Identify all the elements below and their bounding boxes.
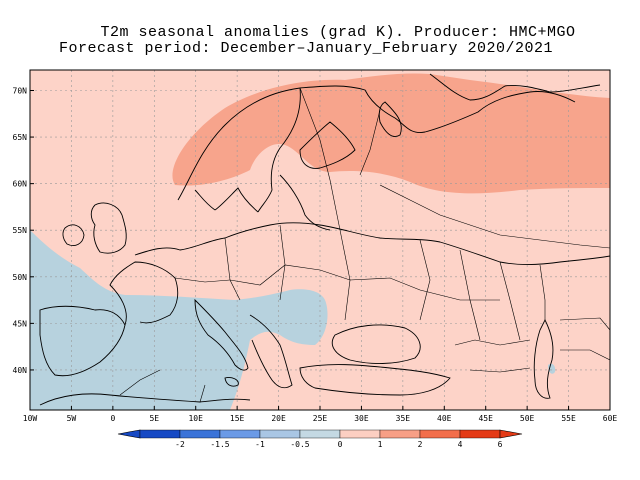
legend-label: -1 [255,440,265,449]
legend-label: -2 [175,440,185,449]
lon-label: 0 [110,414,115,423]
legend-swatch [219,429,261,439]
lat-label: 60N [13,180,28,189]
lon-label: 35E [396,414,411,423]
legend-arrow-right [499,429,523,439]
lon-label: 50E [520,414,535,423]
lon-label: 25E [313,414,328,423]
cool-area-southwest [30,230,328,410]
lat-label: 45N [13,319,28,328]
warm-band-north [172,73,610,194]
coastlines [39,73,610,406]
legend-swatch [419,429,461,439]
legend-label: -1.5 [210,440,229,449]
legend-swatch [259,429,301,439]
lon-label: 10E [188,414,203,423]
lon-label: 55E [561,414,576,423]
color-legend: -2 -1.5 -1 -0.5 0 1 2 4 6 [117,429,523,449]
anomaly-fields [30,70,610,410]
lon-label: 60E [603,414,618,423]
legend-label: 0 [338,440,343,449]
graticule [30,70,610,410]
borders [119,87,610,403]
legend-label: -0.5 [290,440,309,449]
lon-label: 30E [354,414,369,423]
lon-label: 5E [149,414,159,423]
lon-label: 15E [230,414,245,423]
lon-label: 5W [67,414,77,423]
lon-label: 40E [437,414,452,423]
lon-label: 10W [23,414,38,423]
latitude-labels: 70N 65N 60N 55N 50N 45N 40N [13,86,34,375]
lat-label: 40N [13,366,28,375]
legend-label: 1 [378,440,383,449]
legend-swatch [459,429,501,439]
lat-label: 55N [13,226,28,235]
legend-label: 6 [498,440,503,449]
legend-arrow-left [117,429,141,439]
lat-label: 50N [13,273,28,282]
longitude-labels: 10W 5W 0 5E 10E 15E 20E 25E 30E 35E 40E 45E 50E 55E 60… [23,406,618,423]
legend-swatch [379,429,421,439]
legend-label: 2 [418,440,423,449]
legend-swatch [339,429,381,439]
lat-label: 70N [13,86,28,95]
lon-label: 45E [478,414,493,423]
legend-label: 4 [458,440,463,449]
legend-swatch [179,429,221,439]
legend-swatch [139,429,181,439]
title-line-1: T2m seasonal anomalies (grad K). Produce… [100,24,576,41]
lon-label: 20E [271,414,286,423]
title-line-2: Forecast period: December–January_Februa… [58,40,554,57]
legend-swatch [299,429,341,439]
lat-label: 65N [13,133,28,142]
